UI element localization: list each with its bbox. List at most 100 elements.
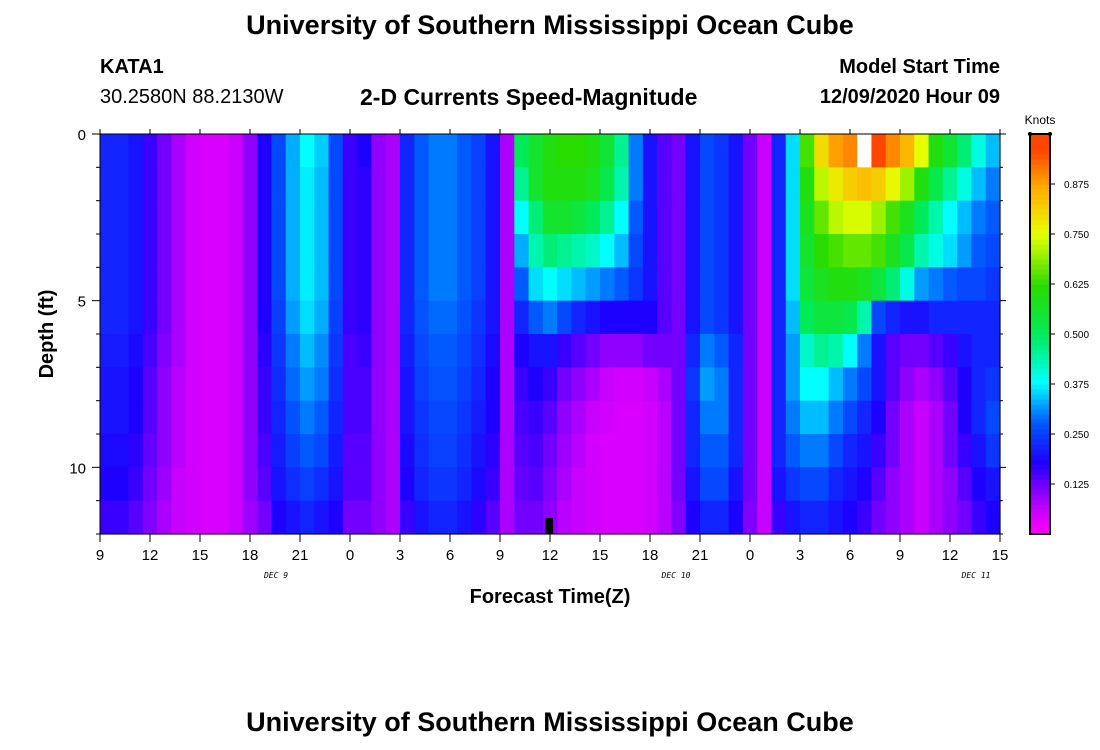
heatmap-cell xyxy=(642,267,658,302)
heatmap-cell xyxy=(142,434,158,468)
colorbar-corner-dot xyxy=(1028,132,1032,136)
heatmap-cell xyxy=(685,467,701,502)
heatmap-cell xyxy=(785,300,801,335)
heatmap-cell xyxy=(214,167,230,202)
heatmap-cell xyxy=(385,500,401,535)
heatmap-cell xyxy=(400,467,415,502)
heatmap-cell xyxy=(428,234,444,268)
heatmap-cell xyxy=(200,200,215,235)
heatmap-cell xyxy=(371,500,387,535)
heatmap-cell xyxy=(614,267,630,302)
heatmap-cell xyxy=(642,500,658,535)
heatmap-cell xyxy=(814,200,830,235)
heatmap-cell xyxy=(757,500,773,535)
heatmap-cell xyxy=(642,467,658,502)
heatmap-cell xyxy=(814,334,830,368)
heatmap-cell xyxy=(471,267,487,302)
heatmap-cell xyxy=(200,434,215,468)
colorbar-segment xyxy=(1030,484,1050,490)
heatmap-cell xyxy=(614,167,630,202)
colorbar-segment xyxy=(1030,294,1050,300)
heatmap-cell xyxy=(357,167,373,202)
heatmap-cell xyxy=(700,300,715,335)
colorbar-segment xyxy=(1030,334,1050,340)
heatmap-cell xyxy=(742,467,758,502)
colorbar-tick-label: 0.625 xyxy=(1064,280,1089,291)
heatmap-cell xyxy=(100,434,115,468)
heatmap-cell xyxy=(557,367,573,402)
heatmap-cell xyxy=(371,367,387,402)
heatmap-cell xyxy=(485,234,501,268)
colorbar-segment xyxy=(1030,309,1050,315)
heatmap-cell xyxy=(542,200,558,235)
x-tick-label: 21 xyxy=(692,547,709,564)
x-tick-label: 21 xyxy=(292,547,309,564)
heatmap-cell xyxy=(557,500,573,535)
heatmap-cell xyxy=(457,434,473,468)
heatmap-cell xyxy=(128,334,144,368)
heatmap-cell xyxy=(228,400,244,435)
heatmap-cell xyxy=(642,434,658,468)
heatmap-cell xyxy=(785,200,801,235)
heatmap-cell xyxy=(114,467,130,502)
heatmap-cell xyxy=(857,500,873,535)
heatmap-cell xyxy=(571,400,587,435)
x-tick-label: 0 xyxy=(346,547,354,564)
x-tick-label: 15 xyxy=(992,547,1009,564)
heatmap-cell xyxy=(628,500,644,535)
colorbar-tick-label: 0.875 xyxy=(1064,180,1089,191)
heatmap-cell xyxy=(742,500,758,535)
heatmap-cell xyxy=(457,467,473,502)
heatmap-cell xyxy=(471,134,487,168)
heatmap-cell xyxy=(957,367,973,402)
heatmap-cell xyxy=(428,267,444,302)
y-axis-label: Depth (ft) xyxy=(36,290,58,379)
heatmap-cell xyxy=(657,367,673,402)
colorbar-tick-label: 0.250 xyxy=(1064,430,1089,441)
heatmap-cell xyxy=(528,267,544,302)
colorbar-segment xyxy=(1030,434,1050,440)
heatmap-cell xyxy=(785,500,801,535)
heatmap-cell xyxy=(742,267,758,302)
heatmap-cell xyxy=(414,300,430,335)
heatmap-cell xyxy=(514,200,530,235)
heatmap-cell xyxy=(100,334,115,368)
heatmap-cell xyxy=(585,467,601,502)
heatmap-cell xyxy=(500,334,515,368)
heatmap-cell xyxy=(500,234,515,268)
heatmap-cell xyxy=(885,334,901,368)
colorbar-segment xyxy=(1030,494,1050,500)
heatmap-cell xyxy=(871,500,887,535)
colorbar-tick-label: 0.750 xyxy=(1064,230,1089,241)
heatmap-cell xyxy=(971,367,987,402)
heatmap-cell xyxy=(442,500,458,535)
heatmap-cell xyxy=(614,334,630,368)
heatmap-cell xyxy=(842,367,858,402)
heatmap-cell xyxy=(314,434,330,468)
heatmap-cell xyxy=(657,500,673,535)
colorbar-segment xyxy=(1030,169,1050,175)
heatmap-cell xyxy=(514,134,530,168)
heatmap-cell xyxy=(214,434,230,468)
heatmap-cell xyxy=(985,400,1001,435)
heatmap-cell xyxy=(185,234,201,268)
heatmap-cell xyxy=(600,400,615,435)
colorbar-segment xyxy=(1030,239,1050,245)
heatmap-cell xyxy=(557,167,573,202)
colorbar-segment xyxy=(1030,354,1050,360)
heatmap-cell xyxy=(385,134,401,168)
x-tick-label: 15 xyxy=(192,547,209,564)
heatmap-cell xyxy=(871,434,887,468)
colorbar-segment xyxy=(1030,304,1050,310)
colorbar-segment xyxy=(1030,429,1050,435)
heatmap-cell xyxy=(657,167,673,202)
heatmap-cell xyxy=(100,267,115,302)
heatmap-cell xyxy=(228,167,244,202)
heatmap-cell xyxy=(928,434,944,468)
heatmap-cell xyxy=(928,400,944,435)
heatmap-cell xyxy=(414,134,430,168)
heatmap-cell xyxy=(771,467,787,502)
heatmap-cell xyxy=(828,300,844,335)
heatmap-cell xyxy=(228,334,244,368)
heatmap-cell xyxy=(928,267,944,302)
